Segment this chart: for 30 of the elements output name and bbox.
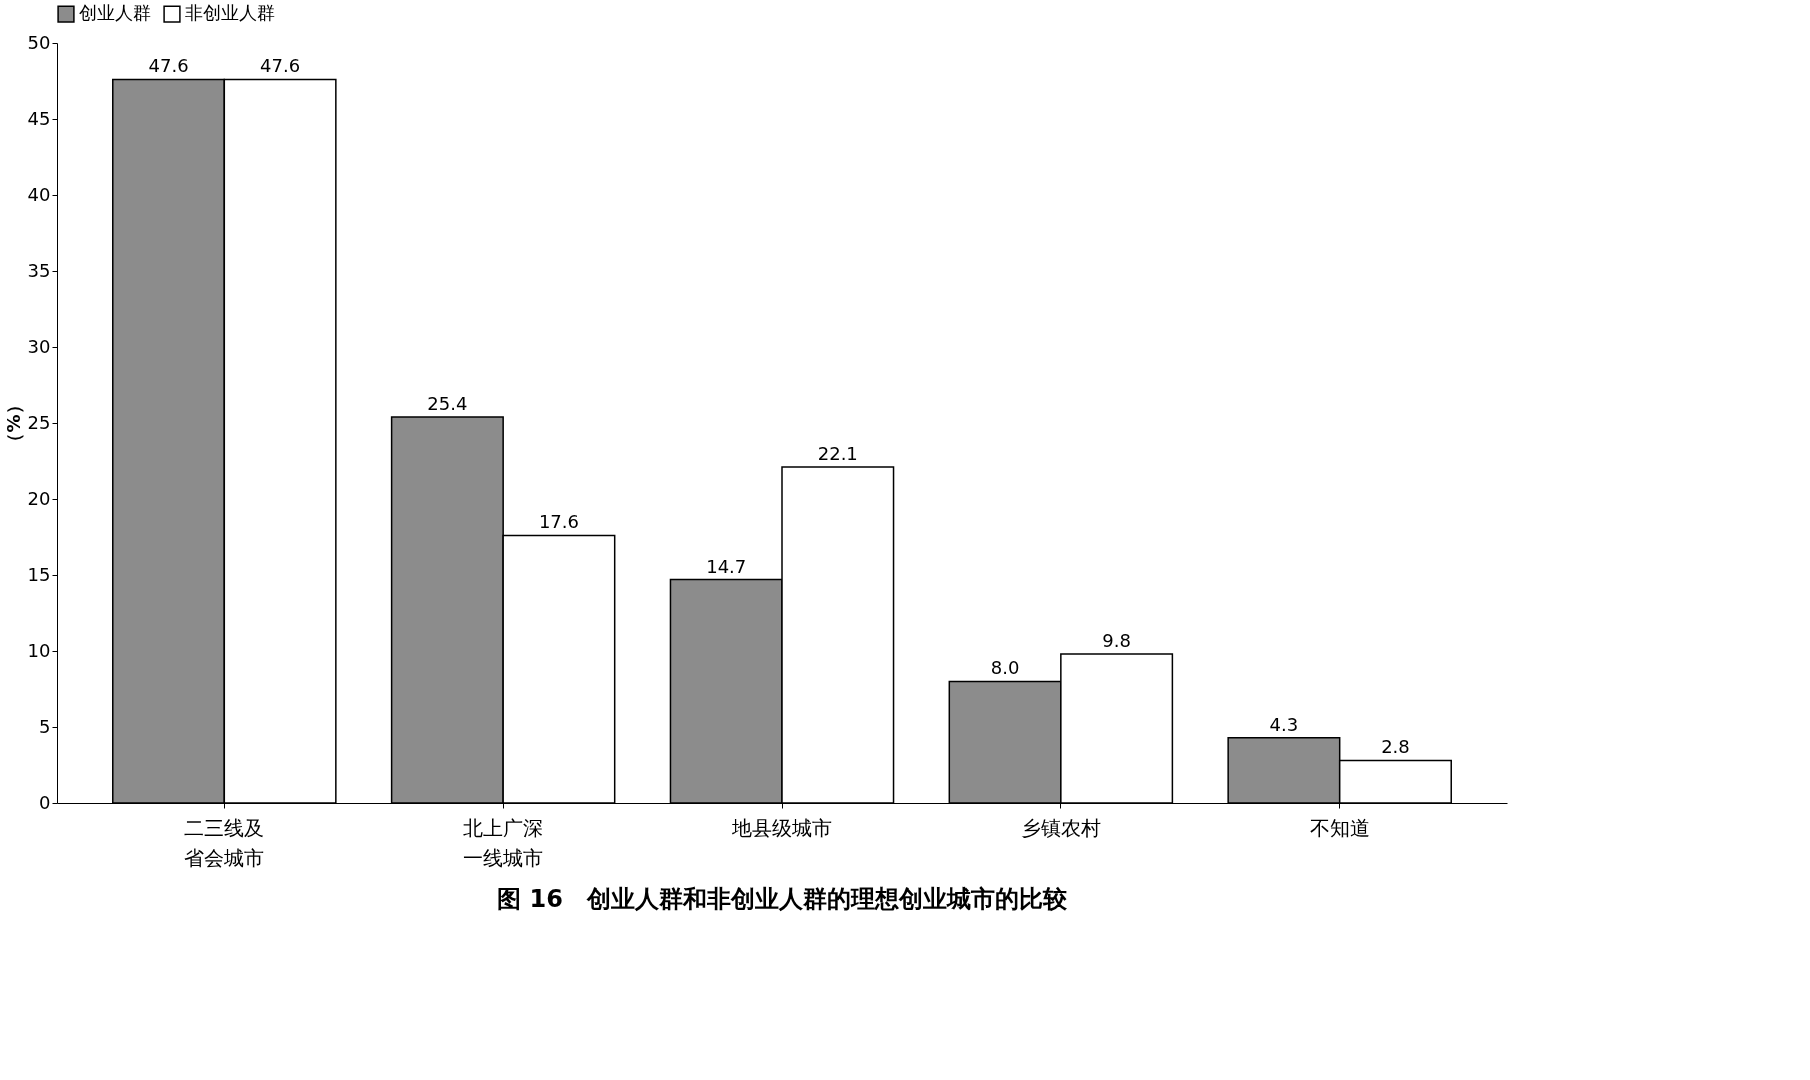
data-label: 25.4 (427, 392, 468, 414)
data-label: 47.6 (260, 55, 301, 77)
legend-label: 创业人群 (79, 2, 151, 24)
data-label: 8.0 (990, 657, 1020, 679)
x-tick-label: 北上广深一线城市 (463, 815, 544, 870)
data-label: 47.6 (148, 55, 189, 77)
data-label: 9.8 (1102, 630, 1131, 652)
x-tick-label: 乡镇农村 (1020, 815, 1101, 840)
data-label: 17.6 (538, 511, 579, 533)
y-tick-label: 30 (27, 335, 51, 357)
y-tick-label: 10 (27, 639, 51, 661)
y-tick-label: 50 (27, 31, 51, 53)
y-tick-label: 0 (39, 791, 51, 813)
legend-label: 非创业人群 (185, 2, 275, 24)
data-label: 22.1 (817, 443, 858, 465)
y-tick-label: 35 (27, 259, 51, 281)
y-tick-label: 25 (27, 411, 51, 433)
text: 图 16 创业人群和非创业人群的理想创业城市的比较 (497, 885, 1068, 913)
y-tick-label: 45 (27, 107, 51, 129)
y-axis-title: （%） (2, 396, 24, 451)
y-tick-label: 20 (27, 487, 51, 509)
x-tick-label: 地县级城市 (731, 815, 832, 840)
y-tick-label: 15 (27, 563, 51, 585)
data-label: 14.7 (706, 555, 747, 577)
x-tick-label: 不知道 (1309, 815, 1370, 840)
y-tick-label: 5 (39, 715, 51, 737)
y-tick-label: 40 (27, 183, 51, 205)
data-label: 2.8 (1381, 736, 1410, 758)
data-label: 4.3 (1269, 713, 1299, 735)
x-tick-label: 二三线及省会城市 (184, 815, 265, 870)
